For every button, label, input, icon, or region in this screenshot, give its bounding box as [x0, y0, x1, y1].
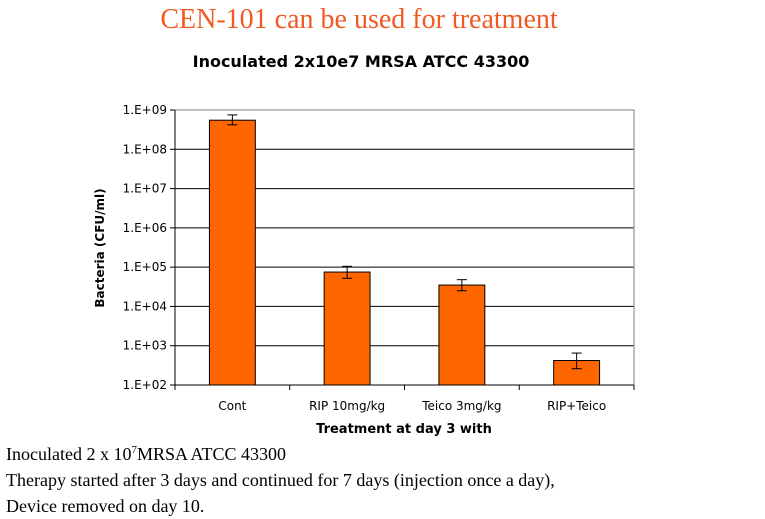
note-line-1: Inoculated 2 x 107MRSA ATCC 43300 — [6, 444, 287, 464]
x-axis-label: Treatment at day 3 with — [316, 422, 492, 437]
x-tick-label: RIP+Teico — [547, 399, 606, 413]
y-tick-label: 1.E+08 — [123, 142, 167, 156]
x-tick-label: Cont — [218, 399, 246, 413]
bar-chart: Inoculated 2x10e7 MRSA ATCC 43300 1.E+02… — [93, 52, 635, 437]
y-axis-label: Bacteria (CFU/ml) — [93, 188, 107, 307]
note-line-2: Therapy started after 3 days and continu… — [6, 470, 555, 490]
y-tick-label: 1.E+09 — [123, 103, 167, 117]
y-tick-label: 1.E+03 — [123, 339, 167, 353]
bar-3 — [438, 284, 486, 386]
y-tick-label: 1.E+05 — [123, 260, 167, 274]
y-tick-label: 1.E+06 — [123, 221, 167, 235]
y-tick-label: 1.E+07 — [123, 182, 167, 196]
bar-2 — [323, 271, 371, 386]
y-tick-label: 1.E+04 — [123, 299, 167, 313]
y-tick-label: 1.E+02 — [123, 378, 167, 392]
note-line-3: Device removed on day 10. — [6, 496, 205, 516]
chart-title: Inoculated 2x10e7 MRSA ATCC 43300 — [193, 52, 530, 71]
x-tick-label: Teico 3mg/kg — [421, 399, 501, 413]
plot-area: 1.E+02 1.E+03 1.E+04 1.E+05 1.E+06 1.E+07 1.E+… — [123, 103, 635, 413]
notes: Inoculated 2 x 107MRSA ATCC 43300 Therap… — [6, 441, 555, 519]
x-tick-label: RIP 10mg/kg — [309, 399, 385, 413]
slide-title: CEN-101 can be used for treatment — [160, 4, 558, 35]
bar-1 — [208, 119, 256, 386]
